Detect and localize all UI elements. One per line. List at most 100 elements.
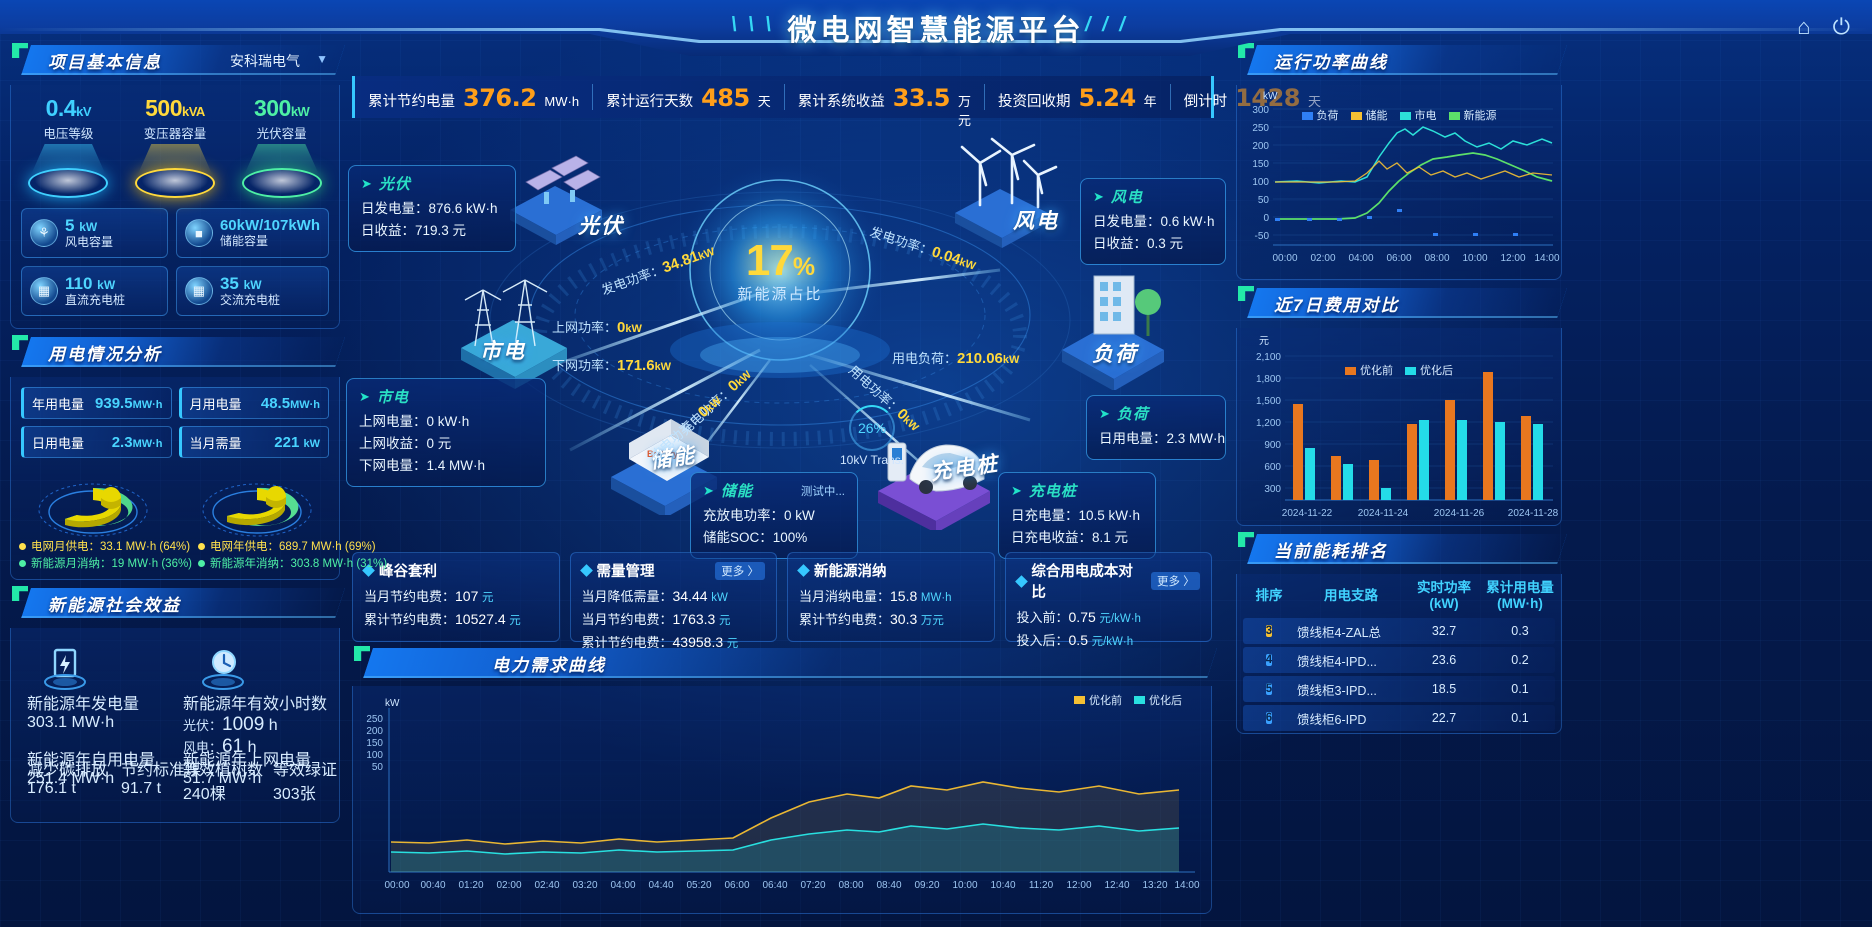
metric-unit: MW·h	[290, 398, 320, 411]
kpi-unit: 年	[1143, 94, 1157, 109]
table-row[interactable]: 6 馈线柜6-IPD 22.7 0.1	[1243, 705, 1555, 732]
tile-wind-capacity[interactable]: ⚘ 5 kW 风电容量	[21, 208, 168, 258]
kpi-label: 投资回收期	[997, 94, 1071, 110]
row-value: 10527.4	[455, 610, 506, 627]
panel-title: 近7日费用对比	[1274, 296, 1400, 315]
kpi-unit: MW·h	[544, 94, 580, 109]
tile-dc-charger[interactable]: ▦ 110 kW 直流充电桩	[21, 266, 168, 316]
demand-legend: 优化前 优化后	[1074, 692, 1182, 708]
svg-text:2024-11-28: 2024-11-28	[1508, 508, 1559, 519]
load-info-card: ➤ 负荷 日用电量：2.3 MW·h	[1086, 395, 1226, 460]
table-row[interactable]: 4 馈线柜4-IPD... 23.6 0.2	[1243, 647, 1555, 674]
charger-node-icon[interactable]	[850, 395, 1020, 530]
power-icon[interactable]: ⏻	[1832, 14, 1850, 39]
card-title: 储能	[720, 483, 753, 500]
cost-compare-chart: 元 2,100 1,800 1,500 1,200 900 600 300	[1256, 336, 1559, 519]
legend-item: 优化前	[1345, 362, 1393, 378]
wind-node-icon[interactable]	[930, 125, 1080, 255]
transformer-load-indicator: 26% 10kV Trans.	[840, 405, 904, 467]
row-value: 1763.3	[672, 610, 716, 627]
panel-corner-icon	[12, 335, 28, 350]
row-branch: 馈线柜4-ZAL总	[1297, 625, 1382, 640]
arrow-icon: ➤	[1099, 405, 1110, 421]
panel-corner-icon	[1238, 286, 1254, 301]
more-button[interactable]: 更多 〉	[715, 561, 765, 580]
benefit-label: 等效植树数	[183, 762, 264, 779]
company-selector-label[interactable]: 安科瑞电气	[230, 53, 300, 69]
load-node-icon[interactable]	[1040, 250, 1190, 390]
metric-unit: MW·h	[132, 437, 163, 450]
card-title: 综合用电成本对比	[1031, 564, 1133, 601]
table-row[interactable]: 3 馈线柜4-ZAL总 32.7 0.3	[1243, 618, 1555, 645]
transformer-caption: 10kV Trans.	[840, 453, 905, 467]
legend-text: 储能	[1365, 110, 1388, 122]
card-row: 日收益：0.3 元	[1093, 235, 1184, 251]
benefit-label: 节约标准煤	[121, 762, 202, 779]
svg-text:100: 100	[366, 750, 383, 761]
podium-disc	[134, 168, 215, 198]
panel-title: 项目基本信息	[48, 53, 162, 72]
row-value: 15.8	[890, 588, 918, 604]
kpi-item: 投资回收期 5.24 年	[985, 84, 1171, 112]
power-curve-body: 负荷 储能 市电 新能源 kW 300 250 200 150 100 50 0 -50	[1236, 85, 1562, 280]
usage-donut-charts	[11, 464, 339, 537]
energy-flow-diagram: 17% 新能源占比 光伏 风	[340, 120, 1226, 559]
tile-storage-capacity[interactable]: ■ 60kW/107kWh 储能容量	[175, 208, 329, 258]
card-status-tag: 测试中...	[800, 485, 845, 498]
row-value: 34.44	[672, 588, 708, 604]
card-row: 日充电量：10.5 kW·h	[1011, 508, 1141, 523]
more-button[interactable]: 更多 〉	[1151, 572, 1200, 590]
table-row[interactable]: 5 馈线柜3-IPD... 18.5 0.1	[1243, 676, 1555, 703]
svg-text:12:00: 12:00	[1500, 253, 1525, 264]
chevron-down-icon[interactable]: ▼	[316, 52, 328, 66]
card-title: 新能源消纳	[814, 564, 887, 580]
arrow-icon: ➤	[703, 482, 714, 498]
capacity-transformer: 500kVA 变压器容量	[123, 95, 227, 198]
app-header: \ \ \ 微电网智慧能源平台 / / / ⌂ ⏻	[0, 0, 1872, 58]
arrow-icon: ➤	[359, 388, 370, 404]
kpi-value: 485	[701, 84, 750, 112]
podium-disc	[28, 168, 109, 198]
capacity-value: 500	[145, 95, 182, 121]
pv-node-icon[interactable]	[490, 140, 620, 250]
flow-key: 用电负荷：	[892, 351, 958, 366]
legend-text: 优化前	[1089, 695, 1122, 707]
benefit-value: 251.4	[27, 770, 68, 787]
benefit-value: 51.7	[183, 770, 215, 787]
svg-text:02:00: 02:00	[496, 880, 521, 891]
svg-text:06:40: 06:40	[762, 880, 787, 891]
svg-text:2024-11-22: 2024-11-22	[1282, 508, 1333, 519]
row-power: 22.7	[1431, 711, 1457, 726]
legend-text: 新能源	[1463, 110, 1497, 122]
kpi-item: 累计运行天数 485 天	[593, 84, 785, 112]
column-header-energy: 累计用电量 (MW·h)	[1481, 580, 1559, 611]
panel-title: 运行功率曲线	[1274, 53, 1388, 72]
tile-ac-charger[interactable]: ▦ 35 kW 交流充电桩	[175, 266, 329, 316]
beam-glow	[137, 144, 212, 174]
card-row: 当月降低需量：34.44 kW	[582, 585, 766, 608]
capacity-row: 0.4kV 电压等级 500kVA 变压器容量 300kW 光伏容量	[11, 85, 339, 198]
row-power: 18.5	[1431, 682, 1457, 697]
capacity-unit: kW	[290, 104, 310, 119]
tile-unit: kW	[97, 278, 116, 293]
svg-text:02:00: 02:00	[1310, 253, 1335, 264]
svg-text:200: 200	[1252, 141, 1269, 152]
panel-header: 新能源社会效益	[10, 586, 345, 622]
panel-corner-icon	[12, 586, 28, 601]
ranking-header-row: 排序 用电支路 实时功率 (kW) 累计用电量 (MW·h)	[1237, 574, 1561, 615]
cost-compare-legend: 优化前 优化后	[1237, 362, 1561, 378]
capacity-unit: kV	[76, 104, 92, 119]
legend-text: 新能源月消纳：19 MW·h (36%)	[31, 558, 193, 570]
home-icon[interactable]: ⌂	[1797, 14, 1811, 39]
card-row: 投入前：0.75 元/kW·h	[1017, 606, 1201, 629]
legend-text: 优化后	[1420, 365, 1453, 377]
benefit-value: 303.1	[27, 714, 68, 731]
row-value: 0.5	[1068, 631, 1088, 648]
svg-text:10:00: 10:00	[952, 880, 977, 891]
metric-value: 48.5	[260, 394, 291, 412]
dc-charger-icon: ▦	[30, 277, 58, 305]
svg-text:250: 250	[366, 714, 383, 725]
svg-text:14:00: 14:00	[1174, 880, 1199, 891]
title-slash-right: / / /	[1085, 14, 1128, 36]
node-label-load: 负荷	[1092, 343, 1138, 366]
